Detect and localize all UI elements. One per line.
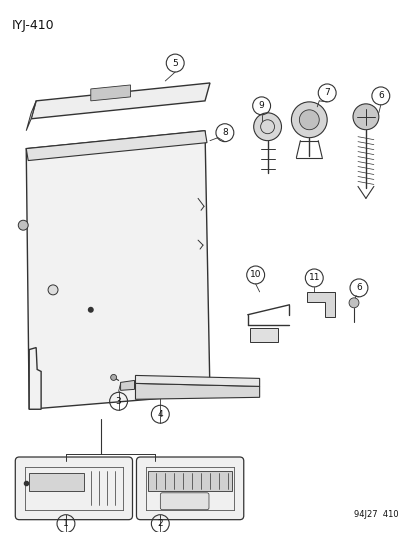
Text: 1: 1 [63,519,69,528]
Polygon shape [120,381,134,390]
Text: 7: 7 [323,88,329,98]
FancyBboxPatch shape [136,457,243,520]
Text: 6: 6 [355,284,361,293]
Polygon shape [26,131,206,160]
Text: 3: 3 [116,397,121,406]
Text: IYJ-410: IYJ-410 [11,19,54,33]
Text: 8: 8 [221,128,227,137]
Circle shape [352,104,378,130]
Circle shape [18,220,28,230]
Circle shape [291,102,326,138]
Circle shape [348,298,358,308]
Polygon shape [148,471,231,491]
Text: 6: 6 [377,91,383,100]
Text: 11: 11 [308,273,319,282]
Polygon shape [135,383,259,399]
Polygon shape [26,101,36,131]
Text: 94J27  410: 94J27 410 [353,510,398,519]
Polygon shape [26,131,209,409]
Polygon shape [31,83,209,119]
Circle shape [110,375,116,381]
Text: 4: 4 [157,410,163,419]
Circle shape [253,113,281,141]
Polygon shape [135,375,259,386]
Text: 5: 5 [172,59,178,68]
FancyBboxPatch shape [160,493,209,510]
Circle shape [299,110,318,130]
Text: 9: 9 [258,101,264,110]
Polygon shape [29,348,41,409]
Circle shape [48,285,58,295]
FancyBboxPatch shape [249,328,277,342]
Polygon shape [306,292,335,317]
Circle shape [88,307,93,313]
Polygon shape [29,473,83,491]
Text: 2: 2 [157,519,163,528]
FancyBboxPatch shape [15,457,132,520]
Polygon shape [90,85,130,101]
Text: 10: 10 [249,270,261,279]
